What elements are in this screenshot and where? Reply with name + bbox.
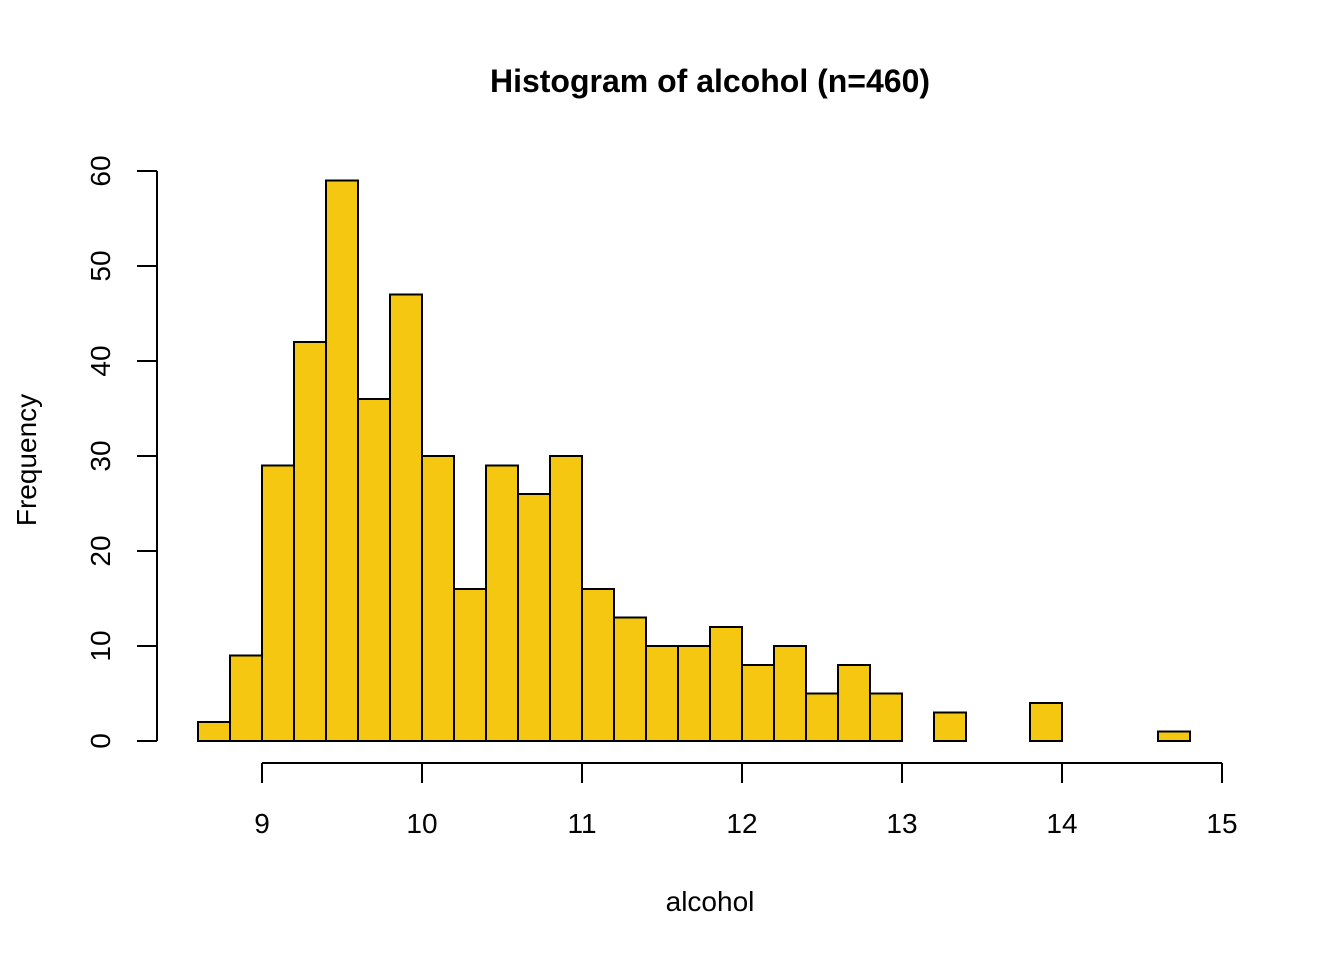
histogram-bar <box>709 626 743 742</box>
histogram-bar <box>677 645 711 742</box>
histogram-bar <box>325 179 359 742</box>
histogram-bar <box>581 588 615 742</box>
y-tick-label: 60 <box>85 155 116 186</box>
histogram-bar <box>645 645 679 742</box>
histogram-bar <box>805 692 839 742</box>
x-tick-label: 11 <box>567 808 596 839</box>
histogram-bar <box>293 341 327 742</box>
x-tick-label: 14 <box>1046 808 1077 839</box>
x-tick-label: 15 <box>1206 808 1237 839</box>
y-tick-label: 20 <box>85 535 116 566</box>
histogram-bar <box>389 293 423 742</box>
y-tick-label: 40 <box>85 345 116 376</box>
histogram-bar <box>869 692 903 742</box>
histogram-bar <box>229 654 263 742</box>
histogram-bar <box>741 664 775 742</box>
histogram-bar <box>613 616 647 742</box>
histogram-bar <box>453 588 487 742</box>
histogram-bar <box>837 664 871 742</box>
chart-title: Histogram of alcohol (n=460) <box>490 63 930 99</box>
y-tick-label: 50 <box>85 250 116 281</box>
y-tick-label: 10 <box>85 630 116 661</box>
x-axis: 9 10 11 12 13 14 15 <box>254 762 1238 839</box>
histogram-bar <box>1157 730 1191 742</box>
bars-group <box>197 179 1191 742</box>
histogram-bar <box>421 455 455 742</box>
histogram-bar <box>485 464 519 742</box>
y-tick-label: 0 <box>85 733 116 749</box>
x-tick-label: 12 <box>726 808 757 839</box>
histogram-bar <box>1029 702 1063 742</box>
y-axis: 0 10 20 30 40 50 60 <box>85 155 158 749</box>
x-axis-label: alcohol <box>666 886 755 917</box>
histogram-bar <box>517 493 551 742</box>
x-tick-label: 10 <box>406 808 437 839</box>
y-axis-label: Frequency <box>11 394 42 526</box>
histogram-bar <box>549 455 583 742</box>
histogram-bar <box>197 721 231 742</box>
histogram-bar <box>261 464 295 742</box>
x-tick-label: 9 <box>254 808 270 839</box>
histogram-bar <box>773 645 807 742</box>
histogram-bar <box>933 711 967 742</box>
y-tick-label: 30 <box>85 440 116 471</box>
histogram-bar <box>357 398 391 742</box>
x-tick-label: 13 <box>886 808 917 839</box>
